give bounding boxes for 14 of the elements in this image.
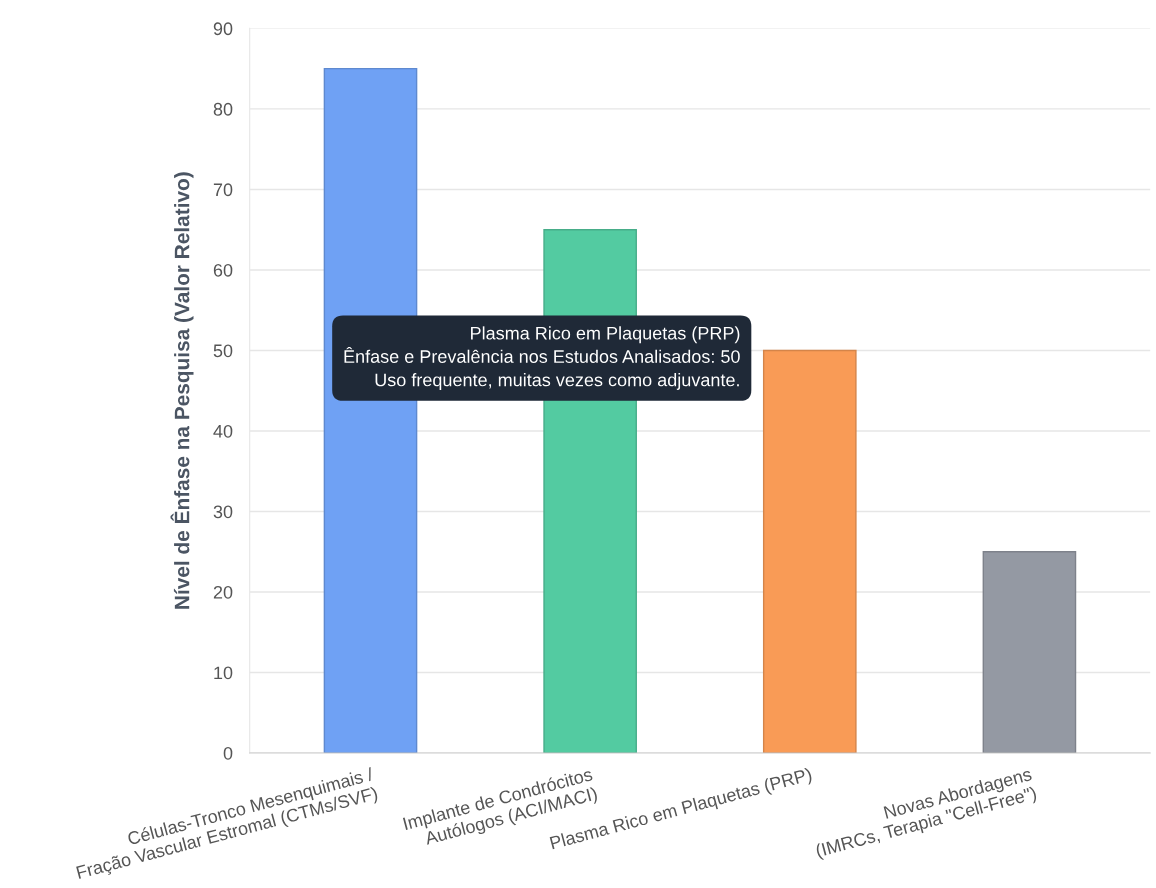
y-tick-label: 70: [213, 183, 233, 197]
y-tick-label: 0: [223, 746, 233, 760]
y-tick-label: 50: [213, 344, 233, 358]
y-tick-label: 20: [213, 585, 233, 599]
y-tick-label: 30: [213, 505, 233, 519]
y-tick-label: 60: [213, 263, 233, 277]
y-tick-label: 80: [213, 102, 233, 116]
y-tick-label: 10: [214, 666, 233, 680]
annotation: Plasma Rico em Plaquetas (PRP) Ênfase e Prevalência nos Estudos Analisados: 50 Uso frequente, muitas vezes como adjuvante.: [344, 326, 740, 390]
y-tick-label: 40: [213, 424, 233, 438]
bar: [762, 349, 857, 754]
bar: [982, 551, 1077, 754]
y-tick-label: 90: [213, 22, 233, 36]
y-axis-title: Nível de Ênfase na Pesquisa (Valor Relativo): [170, 172, 194, 609]
